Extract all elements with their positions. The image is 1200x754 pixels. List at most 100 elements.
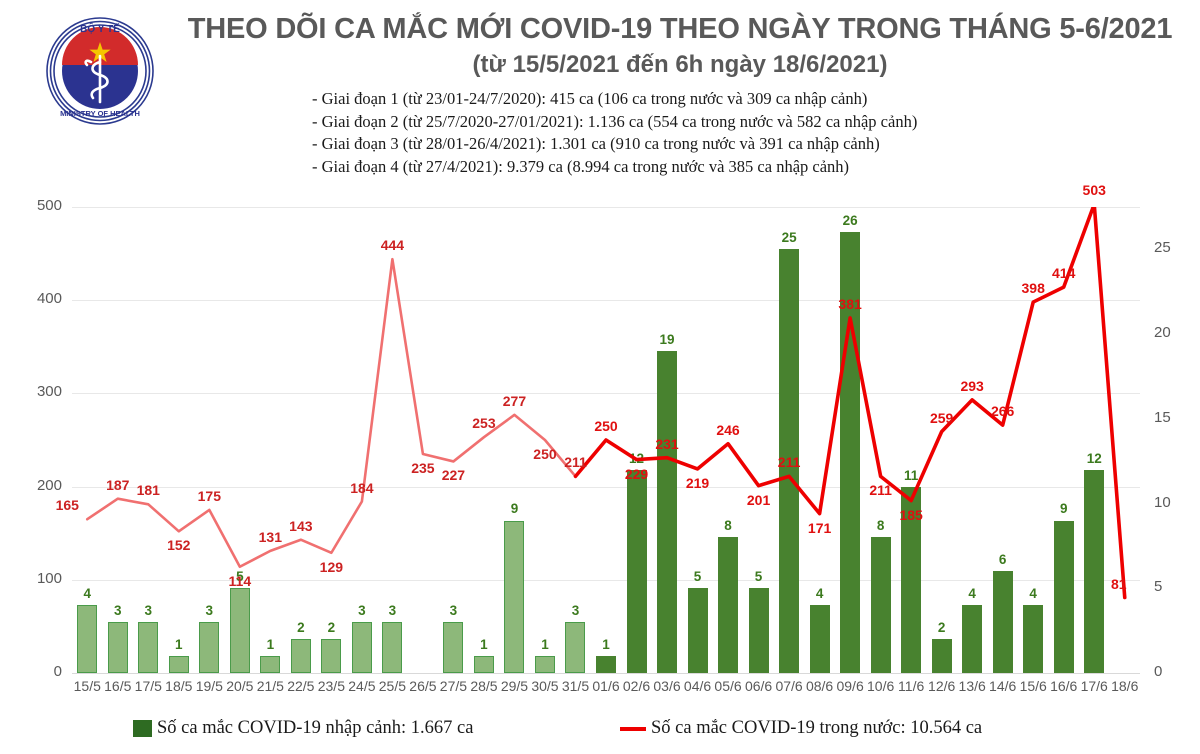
x-axis-label: 23/5 xyxy=(317,678,345,694)
bar-value-label: 4 xyxy=(1029,586,1037,602)
x-axis-label: 10/6 xyxy=(867,678,895,694)
x-axis-label: 26/5 xyxy=(409,678,437,694)
gridline xyxy=(72,207,1140,208)
bar-17-6 xyxy=(1084,469,1105,673)
bar-18-5 xyxy=(168,656,189,673)
bar-14-6 xyxy=(992,571,1013,673)
x-axis-label: 20/5 xyxy=(226,678,254,694)
line-value-label: 250 xyxy=(533,446,557,462)
bar-19-5 xyxy=(199,622,220,673)
x-axis-label: 22/5 xyxy=(287,678,315,694)
bar-07-6 xyxy=(779,249,800,673)
y-axis-right-tick: 20 xyxy=(1154,324,1171,342)
x-axis-label: 08/6 xyxy=(805,678,834,694)
line-value-label: 185 xyxy=(899,506,923,523)
bar-value-label: 1 xyxy=(480,637,488,653)
x-axis-label: 03/6 xyxy=(653,678,681,694)
bar-24-5 xyxy=(351,622,372,673)
x-axis-label: 31/5 xyxy=(561,678,590,694)
bar-06-6 xyxy=(748,588,769,673)
gridline xyxy=(72,579,1140,581)
line-value-label: 219 xyxy=(685,474,710,491)
line-value-label: 152 xyxy=(167,537,191,554)
bar-05-6 xyxy=(718,537,739,673)
y-axis-right-tick: 25 xyxy=(1154,239,1171,257)
x-axis-label: 04/6 xyxy=(683,678,712,694)
bar-23-5 xyxy=(321,639,342,673)
x-axis: 15/5 16/5 17/5 18/5 19/5 20/5 21/5 22/5 23/5 24/5… xyxy=(72,678,1140,702)
line-value-label: 165 xyxy=(55,497,79,514)
bar-13-6 xyxy=(962,605,983,673)
bar-12-6 xyxy=(931,639,952,673)
x-axis-label: 28/5 xyxy=(470,678,498,694)
x-axis-label: 24/5 xyxy=(348,678,376,694)
line-value-label: 175 xyxy=(197,487,221,504)
y-axis-left-tick: 300 xyxy=(36,383,62,401)
x-axis-label: 18/5 xyxy=(165,678,193,694)
line-value-label: 398 xyxy=(1021,280,1045,297)
y-axis-right-tick: 0 xyxy=(1154,663,1163,680)
bar-03-6 xyxy=(657,351,678,673)
line-value-label: 503 xyxy=(1082,182,1106,199)
bar-02-6 xyxy=(626,469,647,673)
x-axis-label: 21/5 xyxy=(256,678,284,694)
line-value-label: 293 xyxy=(960,377,984,394)
bar-value-label: 9 xyxy=(510,501,519,517)
bar-04-6 xyxy=(687,588,708,673)
line-value-label: 259 xyxy=(929,409,954,426)
header: BỘ Y TẾ MINISTRY OF HEALTH THEO DÕI CA M… xyxy=(0,0,1200,190)
line-value-label: 201 xyxy=(746,491,771,508)
legend-item-domestic: Số ca mắc COVID-19 trong nước: 10.564 ca xyxy=(620,718,982,739)
bar-value-label: 9 xyxy=(1059,501,1068,517)
bar-25-5 xyxy=(382,622,403,673)
x-axis-label: 27/5 xyxy=(439,678,468,694)
bar-value-label: 4 xyxy=(83,586,92,602)
y-axis-left-tick: 500 xyxy=(36,197,62,214)
chart-legend: Số ca mắc COVID-19 nhập cảnh: 1.667 ca S… xyxy=(0,714,1200,748)
line-value-label: 414 xyxy=(1052,265,1076,282)
bar-value-label: 2 xyxy=(937,620,946,636)
bar-value-label: 3 xyxy=(144,603,153,619)
line-value-label: 246 xyxy=(716,421,740,438)
bar-value-label: 6 xyxy=(998,552,1007,568)
bar-15-6 xyxy=(1023,605,1044,673)
bar-value-label: 19 xyxy=(659,332,675,348)
x-axis-label: 25/5 xyxy=(378,678,407,694)
bar-27-5 xyxy=(443,622,464,673)
x-axis-label: 17/6 xyxy=(1080,678,1108,694)
x-axis-label: 06/6 xyxy=(744,678,773,694)
phase-line-1: - Giai đoạn 1 (từ 23/01-24/7/2020): 415 … xyxy=(312,89,868,108)
bar-15-5 xyxy=(77,605,98,673)
x-axis-label: 11/6 xyxy=(898,678,925,694)
legend-item-imported: Số ca mắc COVID-19 nhập cảnh: 1.667 ca xyxy=(133,718,473,739)
x-axis-label: 01/6 xyxy=(592,678,620,694)
bar-value-label: 12 xyxy=(1086,450,1102,466)
bar-30-5 xyxy=(534,656,555,673)
line-value-label: 184 xyxy=(350,479,374,496)
bar-value-label: 4 xyxy=(815,586,824,602)
x-axis-label: 14/6 xyxy=(989,678,1017,694)
x-axis-label: 16/5 xyxy=(104,678,132,694)
line-value-label: 229 xyxy=(624,465,649,482)
line-value-label: 181 xyxy=(136,482,160,499)
bar-value-label: 25 xyxy=(781,230,797,246)
line-value-label: 187 xyxy=(106,476,130,493)
bar-16-5 xyxy=(107,622,128,673)
y-axis-right-tick: 5 xyxy=(1154,578,1163,596)
bar-value-label: 3 xyxy=(449,603,458,619)
x-axis-label: 18/6 xyxy=(1111,678,1139,694)
bar-value-label: 5 xyxy=(693,569,702,585)
bar-value-label: 3 xyxy=(205,603,214,619)
line-value-label: 114 xyxy=(228,572,252,589)
bar-value-label: 3 xyxy=(571,603,580,619)
bar-value-label: 8 xyxy=(876,518,885,534)
line-value-label: 444 xyxy=(380,237,405,254)
phase-line-3: - Giai đoạn 3 (từ 28/01-26/4/2021): 1.30… xyxy=(312,134,880,153)
y-axis-left-tick: 100 xyxy=(36,569,62,587)
x-axis-label: 05/6 xyxy=(714,678,742,694)
x-axis-label: 02/6 xyxy=(622,678,651,694)
bar-value-label: 1 xyxy=(266,637,275,653)
bar-value-label: 3 xyxy=(358,603,366,619)
bar-16-6 xyxy=(1053,520,1074,673)
bar-value-label: 1 xyxy=(175,637,183,653)
